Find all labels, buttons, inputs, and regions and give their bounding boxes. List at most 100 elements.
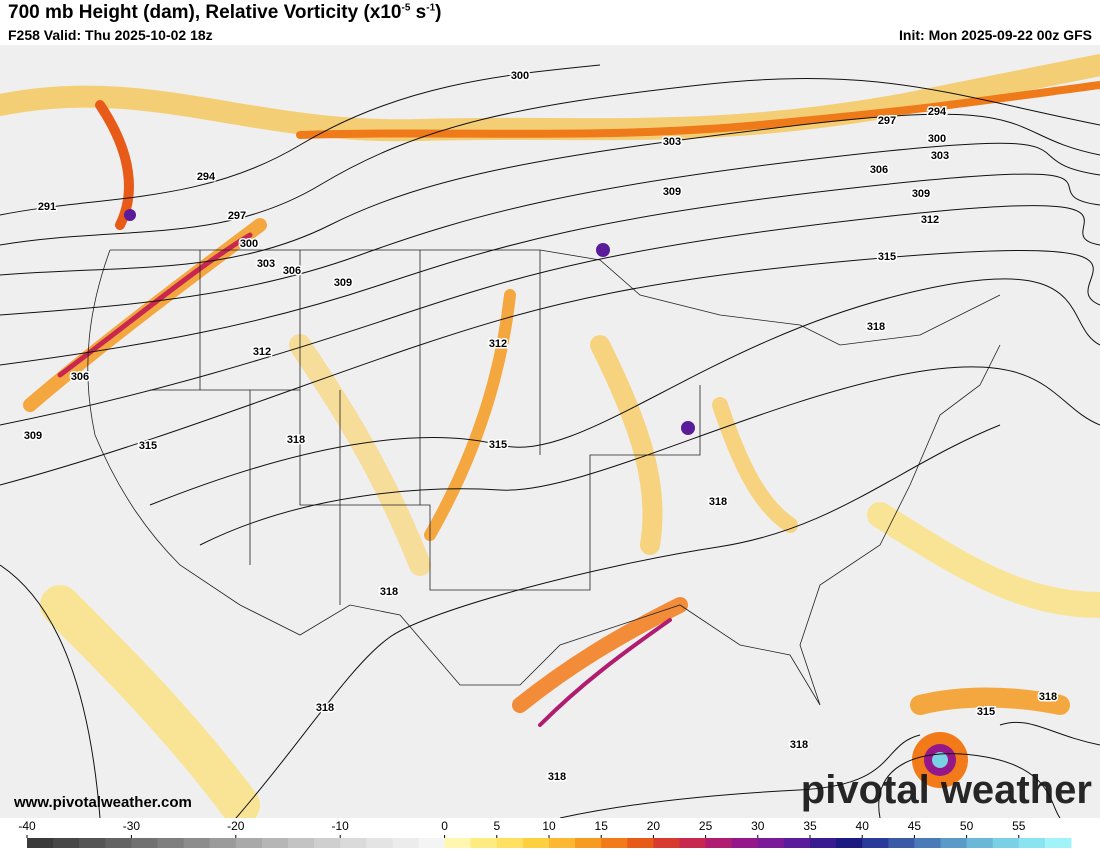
vorticity-band xyxy=(590,335,663,555)
contour-label: 312 xyxy=(489,338,507,350)
contour-line xyxy=(235,424,1001,818)
colorbar-label: 55 xyxy=(1012,819,1026,833)
colorbar-swatch xyxy=(1044,838,1072,848)
contour-label: 306 xyxy=(870,164,888,176)
vorticity-shading xyxy=(0,54,1100,818)
contour-label: 294 xyxy=(197,171,216,183)
contour-label: 303 xyxy=(257,258,275,270)
contour-label: 318 xyxy=(287,434,305,446)
state-line xyxy=(199,250,541,605)
map: 300 294 297 300 303 303 306 309 309 312 315 294 291 2… xyxy=(0,45,1100,818)
colorbar-swatch xyxy=(940,838,968,848)
border xyxy=(110,249,1001,346)
contour-label: 294 xyxy=(928,106,947,118)
vorticity-band xyxy=(538,618,672,727)
contour-line xyxy=(999,721,1100,746)
vorticity-band xyxy=(910,687,1070,715)
colorbar-swatch xyxy=(444,838,472,848)
vorticity-max xyxy=(596,243,610,257)
colorbar-swatch xyxy=(731,838,759,848)
colorbar-label: 15 xyxy=(595,819,609,833)
colorbar-swatch xyxy=(340,838,367,848)
vorticity-band xyxy=(712,397,798,533)
colorbar-label: 35 xyxy=(803,819,817,833)
colorbar-swatch xyxy=(366,838,393,848)
title-text: s xyxy=(410,2,427,23)
contour-label: 309 xyxy=(912,188,930,200)
contour-line xyxy=(199,366,1100,546)
colorbar-label: 50 xyxy=(960,819,974,833)
contour-line xyxy=(0,64,601,216)
colorbar-label: 20 xyxy=(647,819,661,833)
contour-labels: 300 294 297 300 303 303 306 309 309 312 315 294 291 2… xyxy=(22,68,1058,784)
title-exponent: -5 xyxy=(401,2,411,14)
colorbar-swatch xyxy=(966,838,994,848)
contour-label: 318 xyxy=(316,702,334,714)
contour-label: 303 xyxy=(663,136,681,148)
colorbar-swatch xyxy=(105,838,132,848)
colorbar-swatch xyxy=(992,838,1020,848)
colorbar-swatch xyxy=(131,838,158,848)
colorbar-swatch xyxy=(836,838,863,848)
contour-label: 309 xyxy=(24,430,42,442)
colorbar-swatch xyxy=(53,838,80,848)
contour-label: 312 xyxy=(921,214,939,226)
colorbar-swatch xyxy=(627,838,654,848)
colorbar-label: 10 xyxy=(542,819,556,833)
contour-line xyxy=(878,753,1061,818)
boundaries xyxy=(87,249,1001,706)
contour-label: 315 xyxy=(139,440,157,452)
colorbar-swatch xyxy=(862,838,889,848)
colorbar-swatch xyxy=(183,838,211,848)
contour-label: 306 xyxy=(283,265,301,277)
contour-label: 318 xyxy=(380,586,398,598)
watermark: pivotal weather xyxy=(801,768,1092,812)
hurricane-vorticity xyxy=(932,752,948,768)
coastline xyxy=(87,249,1001,706)
colorbar-swatch xyxy=(522,838,550,848)
contour-label: 303 xyxy=(931,150,949,162)
vorticity-band xyxy=(40,585,260,818)
colorbar-swatch xyxy=(314,838,341,848)
vorticity-band xyxy=(57,232,253,378)
colorbar: -40 -30 -20 -10 0 5 10 15 20 25 30 35 40 45 50 55 xyxy=(18,819,1072,848)
contour-label: 297 xyxy=(228,210,246,222)
title-text: 700 mb Height (dam), Relative Vorticity … xyxy=(8,2,402,23)
valid-time: F258 Valid: Thu 2025-10-02 18z xyxy=(8,27,213,43)
contour-label: 309 xyxy=(334,277,352,289)
colorbar-swatch xyxy=(157,838,185,848)
colorbar-label: 40 xyxy=(856,819,870,833)
colorbar-swatch xyxy=(235,838,263,848)
contour-label: 300 xyxy=(928,133,946,145)
contour-label: 318 xyxy=(1039,691,1057,703)
colorbar-swatch xyxy=(549,838,576,848)
colorbar-swatch xyxy=(888,838,915,848)
colorbar-label: 25 xyxy=(699,819,713,833)
contour-line xyxy=(0,78,1100,246)
colorbar-label: -30 xyxy=(123,819,141,833)
contour-line xyxy=(0,142,1100,316)
contour-label: 318 xyxy=(790,739,808,751)
contour-label: 306 xyxy=(71,371,89,383)
colorbar-swatch xyxy=(79,838,106,848)
contour-label: 300 xyxy=(240,238,258,250)
colorbar-swatch xyxy=(209,838,237,848)
colorbar-swatch xyxy=(705,838,733,848)
vorticity-max xyxy=(681,421,695,435)
title-exponent: -1 xyxy=(426,2,436,14)
colorbar-swatch xyxy=(575,838,602,848)
contour-line xyxy=(559,734,921,818)
contour-line xyxy=(0,249,1100,486)
colorbar-swatch xyxy=(679,838,707,848)
colorbar-swatch xyxy=(418,838,446,848)
contour-label: 297 xyxy=(878,115,896,127)
init-time: Init: Mon 2025-09-22 00z GFS xyxy=(899,27,1092,43)
colorbar-label: -40 xyxy=(18,819,36,833)
vorticity-band xyxy=(289,334,431,576)
colorbar-swatch xyxy=(783,838,811,848)
state-line xyxy=(150,385,701,591)
contour-label: 318 xyxy=(867,321,885,333)
colorbar-swatch xyxy=(496,838,524,848)
colorbar-label: 30 xyxy=(751,819,765,833)
